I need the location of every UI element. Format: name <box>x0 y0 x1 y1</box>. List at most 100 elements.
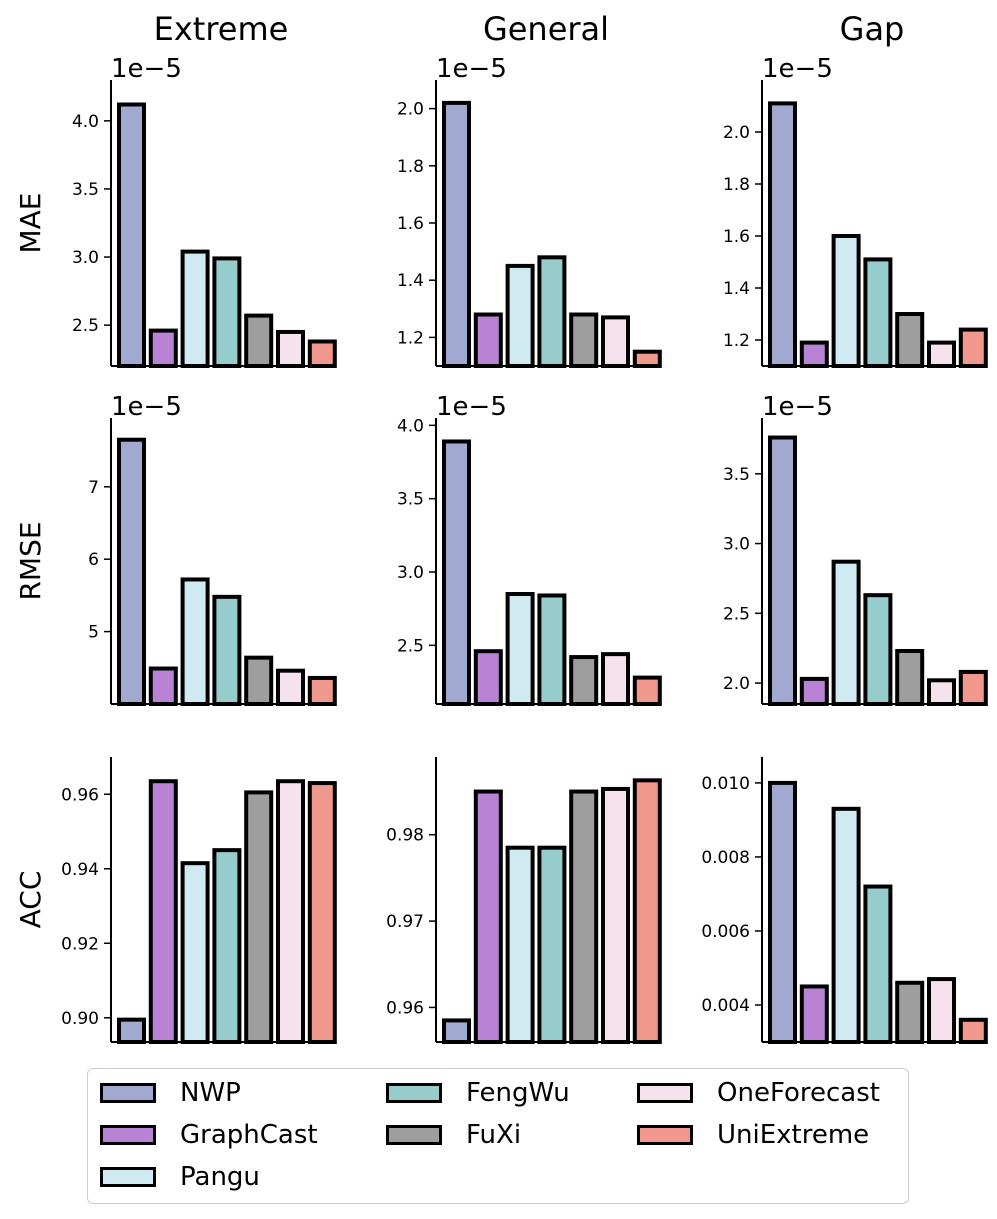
bar-acc-extreme-uniextreme <box>307 781 337 1044</box>
y-tick-label-acc-general-1: 0.97 <box>386 912 424 932</box>
y-tick-label-acc-extreme-0: 0.90 <box>61 1009 99 1029</box>
y-tick-label-rmse-extreme-1: 6 <box>88 550 99 570</box>
bar-mae-gap-pangu <box>831 234 861 368</box>
y-tick-label-rmse-gap-2: 3.0 <box>723 535 750 555</box>
bar-mae-general-nwp <box>442 100 471 368</box>
bar-acc-gap-fengwu <box>863 884 893 1045</box>
bar-rmse-general-fuxi <box>569 655 599 706</box>
scale-label-mae-gap: 1e−5 <box>762 54 833 84</box>
bar-mae-gap-uniextreme <box>958 327 988 369</box>
y-tick-label-mae-extreme-1: 3.0 <box>72 248 99 268</box>
y-tick-label-acc-general-0: 0.96 <box>386 998 424 1018</box>
bar-rmse-extreme-graphcast <box>148 666 178 707</box>
y-tick-label-acc-extreme-1: 0.92 <box>61 934 99 954</box>
bar-rmse-gap-fengwu <box>863 593 893 706</box>
legend-label-fengwu: FengWu <box>466 1078 570 1108</box>
bar-rmse-extreme-pangu <box>180 577 210 707</box>
bar-rmse-general-uniextreme <box>632 675 662 706</box>
legend-swatch-graphcast <box>100 1125 156 1145</box>
y-tick-label-rmse-extreme-0: 5 <box>88 623 99 643</box>
bar-mae-general-pangu <box>505 263 535 368</box>
panel-mae-extreme: 2.5 3.0 3.5 4.0 1e−5 <box>72 54 337 369</box>
y-tick-label-rmse-extreme-2: 7 <box>88 478 99 498</box>
bar-mae-general-fengwu <box>537 255 567 369</box>
legend-label-fuxi: FuXi <box>466 1120 522 1150</box>
legend-item-fuxi: FuXi <box>386 1119 521 1151</box>
bar-rmse-gap-pangu <box>831 559 861 707</box>
bar-mae-general-graphcast <box>473 312 503 368</box>
y-tick-label-mae-gap-1: 1.4 <box>723 279 750 299</box>
bar-rmse-gap-fuxi <box>895 648 925 706</box>
bar-acc-extreme-fengwu <box>212 848 242 1045</box>
bar-acc-gap-oneforecast <box>927 977 956 1045</box>
legend: NWP GraphCast Pangu FengWu FuXi OneForec… <box>87 1068 909 1204</box>
legend-swatch-oneforecast <box>637 1083 693 1103</box>
bar-rmse-general-pangu <box>505 592 535 706</box>
legend-item-uniextreme: UniExtreme <box>637 1119 869 1151</box>
scale-label-rmse-gap: 1e−5 <box>762 392 833 422</box>
bar-acc-general-nwp <box>442 1018 471 1045</box>
bar-acc-general-graphcast <box>473 789 503 1045</box>
bar-mae-gap-oneforecast <box>927 340 956 369</box>
bar-acc-gap-pangu <box>831 806 861 1044</box>
bar-rmse-general-oneforecast <box>601 652 630 707</box>
bar-mae-gap-fuxi <box>895 312 925 368</box>
legend-label-nwp: NWP <box>180 1078 241 1108</box>
bar-mae-general-fuxi <box>569 312 599 368</box>
bar-rmse-general-nwp <box>442 439 471 706</box>
y-tick-label-mae-extreme-3: 4.0 <box>72 112 99 132</box>
bar-mae-extreme-fengwu <box>212 256 242 368</box>
bar-rmse-gap-oneforecast <box>927 678 956 706</box>
scale-label-rmse-general: 1e−5 <box>436 392 507 422</box>
y-tick-label-mae-general-4: 2.0 <box>397 100 424 120</box>
bar-mae-extreme-fuxi <box>244 313 274 369</box>
bar-acc-general-pangu <box>505 845 535 1044</box>
bar-rmse-extreme-fuxi <box>244 655 274 707</box>
legend-swatch-fuxi <box>386 1125 442 1145</box>
y-tick-label-acc-gap-2: 0.008 <box>701 848 750 868</box>
legend-swatch-nwp <box>100 1083 156 1103</box>
y-tick-label-mae-gap-3: 1.8 <box>723 175 750 195</box>
y-tick-label-acc-general-2: 0.98 <box>386 826 424 846</box>
legend-label-oneforecast: OneForecast <box>717 1078 880 1108</box>
y-tick-label-acc-gap-0: 0.004 <box>701 996 750 1016</box>
bar-acc-gap-uniextreme <box>958 1017 988 1045</box>
y-tick-label-mae-extreme-0: 2.5 <box>72 316 99 336</box>
panel-rmse-general: 2.5 3.0 3.5 4.0 1e−5 <box>397 392 662 707</box>
legend-swatch-fengwu <box>386 1083 442 1103</box>
bar-acc-extreme-nwp <box>117 1017 146 1044</box>
bar-rmse-extreme-fengwu <box>212 594 242 707</box>
bar-mae-extreme-graphcast <box>148 328 178 369</box>
bar-rmse-gap-uniextreme <box>958 669 988 706</box>
bar-mae-gap-fengwu <box>863 257 893 368</box>
y-tick-label-rmse-gap-1: 2.5 <box>723 604 750 624</box>
bar-acc-gap-graphcast <box>799 984 829 1045</box>
column-title-extreme: Extreme <box>154 10 289 48</box>
bar-mae-extreme-oneforecast <box>276 329 305 369</box>
row-label-mae: MAE <box>14 192 47 253</box>
y-tick-label-mae-gap-0: 1.2 <box>723 331 750 351</box>
y-tick-label-rmse-general-1: 3.0 <box>397 563 424 583</box>
bar-rmse-gap-nwp <box>768 435 797 706</box>
bar-rmse-general-graphcast <box>473 649 503 707</box>
y-tick-label-mae-extreme-2: 3.5 <box>72 180 99 200</box>
bar-mae-general-oneforecast <box>601 315 630 369</box>
legend-item-pangu: Pangu <box>100 1161 260 1193</box>
y-tick-label-mae-gap-2: 1.6 <box>723 227 750 247</box>
row-label-acc: ACC <box>14 871 47 929</box>
column-title-general: General <box>483 10 609 48</box>
bar-acc-extreme-fuxi <box>244 790 274 1044</box>
column-title-gap: Gap <box>840 10 905 48</box>
y-tick-label-mae-general-1: 1.4 <box>397 271 424 291</box>
scale-label-mae-general: 1e−5 <box>436 54 507 84</box>
panel-acc-gap: 0.004 0.006 0.008 0.010 <box>701 757 988 1045</box>
y-tick-label-rmse-general-0: 2.5 <box>397 636 424 656</box>
legend-item-graphcast: GraphCast <box>100 1119 318 1151</box>
bar-acc-gap-nwp <box>768 780 797 1045</box>
panel-mae-general: 1.2 1.4 1.6 1.8 2.0 1e−5 <box>397 54 662 369</box>
bar-acc-general-oneforecast <box>601 786 630 1044</box>
y-tick-label-mae-general-0: 1.2 <box>397 328 424 348</box>
y-tick-label-acc-gap-1: 0.006 <box>701 922 750 942</box>
bar-acc-general-uniextreme <box>632 778 662 1044</box>
y-tick-label-acc-extreme-2: 0.94 <box>61 860 99 880</box>
